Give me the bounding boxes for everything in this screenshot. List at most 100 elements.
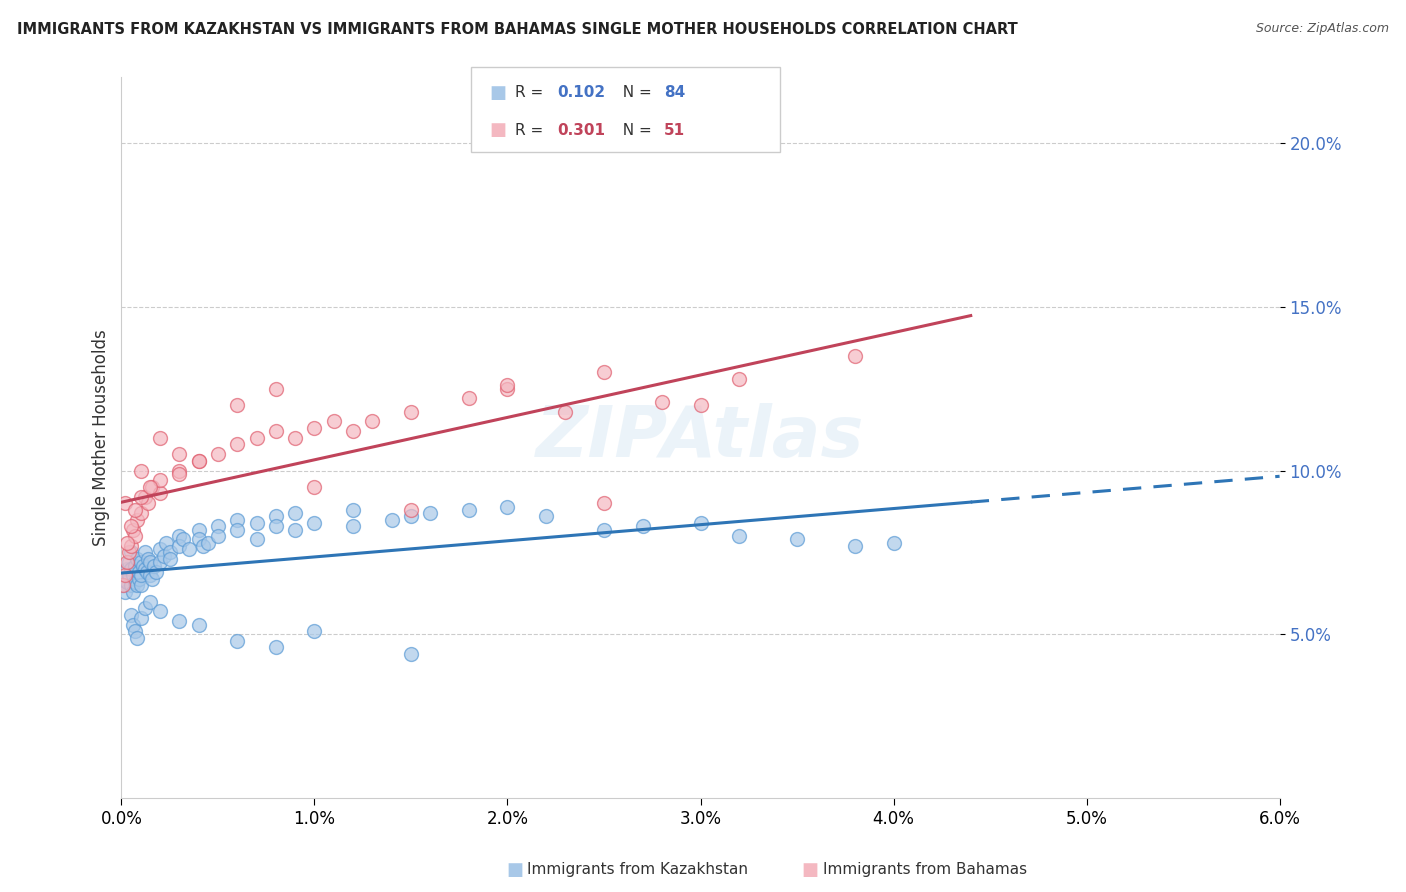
Y-axis label: Single Mother Households: Single Mother Households <box>93 329 110 546</box>
Point <box>342 519 364 533</box>
Point <box>122 584 145 599</box>
Point <box>593 365 616 379</box>
Point <box>284 506 307 520</box>
Point <box>226 523 249 537</box>
Point <box>304 480 326 494</box>
Point <box>145 565 167 579</box>
Point <box>554 404 576 418</box>
Text: IMMIGRANTS FROM KAZAKHSTAN VS IMMIGRANTS FROM BAHAMAS SINGLE MOTHER HOUSEHOLDS C: IMMIGRANTS FROM KAZAKHSTAN VS IMMIGRANTS… <box>17 22 1018 37</box>
Point <box>457 503 479 517</box>
Point <box>264 519 287 533</box>
Point <box>159 552 181 566</box>
Point <box>118 545 141 559</box>
Point <box>593 523 616 537</box>
Point <box>139 594 162 608</box>
Point <box>187 617 209 632</box>
Point <box>207 447 229 461</box>
Point <box>689 398 711 412</box>
Text: 84: 84 <box>664 85 685 100</box>
Point <box>134 562 156 576</box>
Point <box>207 529 229 543</box>
Text: N =: N = <box>613 123 657 138</box>
Point <box>159 545 181 559</box>
Point <box>141 572 163 586</box>
Point <box>169 464 191 478</box>
Point <box>419 506 441 520</box>
Point <box>138 496 160 510</box>
Point <box>124 558 146 573</box>
Point <box>139 555 162 569</box>
Text: 0.102: 0.102 <box>557 85 605 100</box>
Point <box>120 578 142 592</box>
Point <box>284 523 307 537</box>
Point <box>342 503 364 517</box>
Text: R =: R = <box>515 123 548 138</box>
Point <box>786 533 808 547</box>
Point <box>149 431 172 445</box>
Text: ■: ■ <box>801 861 818 879</box>
Point <box>138 552 160 566</box>
Point <box>342 424 364 438</box>
Point <box>496 500 519 514</box>
Point <box>134 490 156 504</box>
Text: Immigrants from Bahamas: Immigrants from Bahamas <box>823 863 1026 877</box>
Point <box>120 562 142 576</box>
Point <box>122 617 145 632</box>
Point <box>361 414 384 428</box>
Point <box>264 382 287 396</box>
Point <box>114 496 136 510</box>
Point <box>187 454 209 468</box>
Point <box>496 382 519 396</box>
Point <box>187 454 209 468</box>
Point <box>115 574 138 589</box>
Point <box>169 467 191 481</box>
Point <box>139 568 162 582</box>
Point <box>534 509 557 524</box>
Point <box>177 542 200 557</box>
Point <box>149 604 172 618</box>
Point <box>124 529 146 543</box>
Point <box>264 424 287 438</box>
Point <box>124 574 146 589</box>
Point <box>651 394 673 409</box>
Point <box>245 516 267 530</box>
Point <box>131 558 153 573</box>
Point <box>226 513 249 527</box>
Point <box>112 578 135 592</box>
Point <box>141 480 163 494</box>
Point <box>399 647 422 661</box>
Point <box>118 555 141 569</box>
Point <box>120 545 142 559</box>
Point <box>122 568 145 582</box>
Text: 51: 51 <box>664 123 685 138</box>
Point <box>322 414 344 428</box>
Point <box>631 519 654 533</box>
Point <box>169 539 191 553</box>
Point <box>226 437 249 451</box>
Point <box>135 565 157 579</box>
Point <box>149 474 172 488</box>
Text: ■: ■ <box>489 84 506 102</box>
Point <box>129 464 152 478</box>
Point <box>496 378 519 392</box>
Text: Source: ZipAtlas.com: Source: ZipAtlas.com <box>1256 22 1389 36</box>
Point <box>149 542 172 557</box>
Point <box>155 535 177 549</box>
Point <box>114 584 136 599</box>
Text: R =: R = <box>515 85 548 100</box>
Point <box>149 486 172 500</box>
Text: N =: N = <box>613 85 657 100</box>
Point <box>134 545 156 559</box>
Point <box>129 568 152 582</box>
Point <box>399 509 422 524</box>
Point <box>128 572 150 586</box>
Point <box>264 640 287 655</box>
Point <box>245 431 267 445</box>
Point <box>207 519 229 533</box>
Point <box>125 578 148 592</box>
Point <box>122 523 145 537</box>
Text: Immigrants from Kazakhstan: Immigrants from Kazakhstan <box>527 863 748 877</box>
Point <box>129 506 152 520</box>
Text: ZIPAtlas: ZIPAtlas <box>536 403 865 472</box>
Point <box>115 555 138 569</box>
